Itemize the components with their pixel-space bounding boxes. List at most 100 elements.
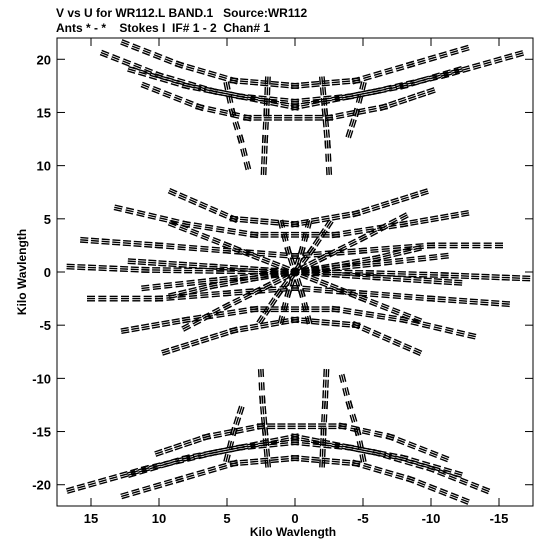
uv-point (148, 214, 157, 218)
uv-point (239, 461, 249, 464)
uv-point (172, 322, 181, 326)
uv-point (392, 277, 402, 280)
uv-point (169, 295, 178, 300)
uv-point (290, 105, 300, 109)
uv-point (300, 273, 309, 278)
uv-track (141, 252, 449, 292)
uv-point (181, 343, 190, 348)
uv-point (406, 62, 415, 67)
uv-point (321, 265, 330, 268)
uv-point (243, 248, 252, 254)
uv-point (392, 297, 401, 300)
uv-point (176, 81, 185, 86)
uv-point (227, 227, 236, 231)
uv-point (109, 478, 118, 482)
uv-point (261, 427, 264, 436)
uv-point (422, 323, 431, 327)
uv-point (204, 226, 213, 229)
uv-point (197, 278, 206, 281)
uv-point (343, 231, 352, 235)
uv-point (360, 440, 364, 449)
uv-point (279, 254, 288, 257)
uv-point (114, 206, 123, 210)
uv-point (481, 487, 490, 493)
uv-point (197, 67, 206, 71)
uv-point (362, 449, 371, 453)
uv-point (374, 432, 383, 436)
uv-point (359, 454, 363, 463)
uv-point (290, 286, 300, 289)
uv-point (338, 374, 343, 383)
uv-point (65, 486, 75, 490)
uv-point (230, 463, 239, 468)
uv-point (406, 258, 415, 261)
uv-point (281, 266, 290, 271)
uv-point (342, 459, 351, 462)
uv-point (362, 429, 371, 434)
uv-point (90, 239, 99, 242)
uv-point (123, 239, 132, 242)
uv-point (293, 262, 300, 271)
uv-point (208, 106, 217, 110)
uv-point (282, 281, 289, 289)
uv-point (429, 451, 438, 456)
uv-point (209, 286, 218, 290)
uv-point (313, 288, 322, 291)
uv-point (362, 265, 371, 268)
uv-point (219, 212, 228, 217)
uv-point (354, 229, 363, 233)
uv-track (154, 422, 450, 463)
uv-point (212, 236, 221, 242)
uv-point (342, 82, 351, 85)
uv-point (260, 276, 269, 279)
uv-point (394, 457, 403, 461)
uv-point (437, 296, 446, 299)
uv-point (141, 325, 150, 329)
uv-point (440, 73, 449, 77)
uv-point (162, 352, 171, 356)
uv-point (370, 295, 379, 298)
uv-point (199, 262, 208, 265)
uv-point (260, 317, 266, 325)
uv-point (401, 198, 410, 203)
uv-point (351, 414, 356, 423)
uv-point (342, 216, 351, 219)
uv-point (229, 79, 238, 82)
uv-point (192, 319, 201, 325)
uv-point (188, 286, 197, 291)
uv-point (148, 259, 157, 262)
uv-point (283, 233, 287, 242)
uv-point (384, 67, 393, 71)
uv-point (169, 187, 178, 193)
uv-point (185, 472, 194, 476)
uv-point (331, 462, 340, 465)
uv-point (404, 343, 413, 348)
uv-point (269, 298, 276, 306)
uv-point (264, 427, 267, 436)
uv-point (422, 460, 431, 465)
uv-point (164, 464, 173, 468)
uv-point (290, 318, 300, 322)
uv-point (416, 483, 425, 488)
uv-point (138, 469, 147, 473)
uv-point (433, 280, 442, 283)
uv-point (219, 282, 228, 286)
uv-point (323, 446, 332, 449)
uv-track (223, 81, 252, 171)
uv-point (334, 98, 343, 101)
uv-point (152, 462, 161, 466)
uv-point (445, 328, 454, 333)
uv-point (227, 229, 236, 233)
uv-point (127, 472, 136, 476)
uv-point (353, 119, 357, 128)
uv-point (197, 88, 206, 92)
uv-point (321, 108, 324, 117)
uv-point (388, 314, 397, 318)
uv-point (144, 68, 153, 74)
uv-point (331, 81, 340, 84)
uv-point (208, 449, 217, 453)
uv-point (453, 66, 462, 70)
uv-point (123, 58, 132, 63)
uv-point (180, 341, 189, 346)
uv-point (351, 209, 360, 214)
